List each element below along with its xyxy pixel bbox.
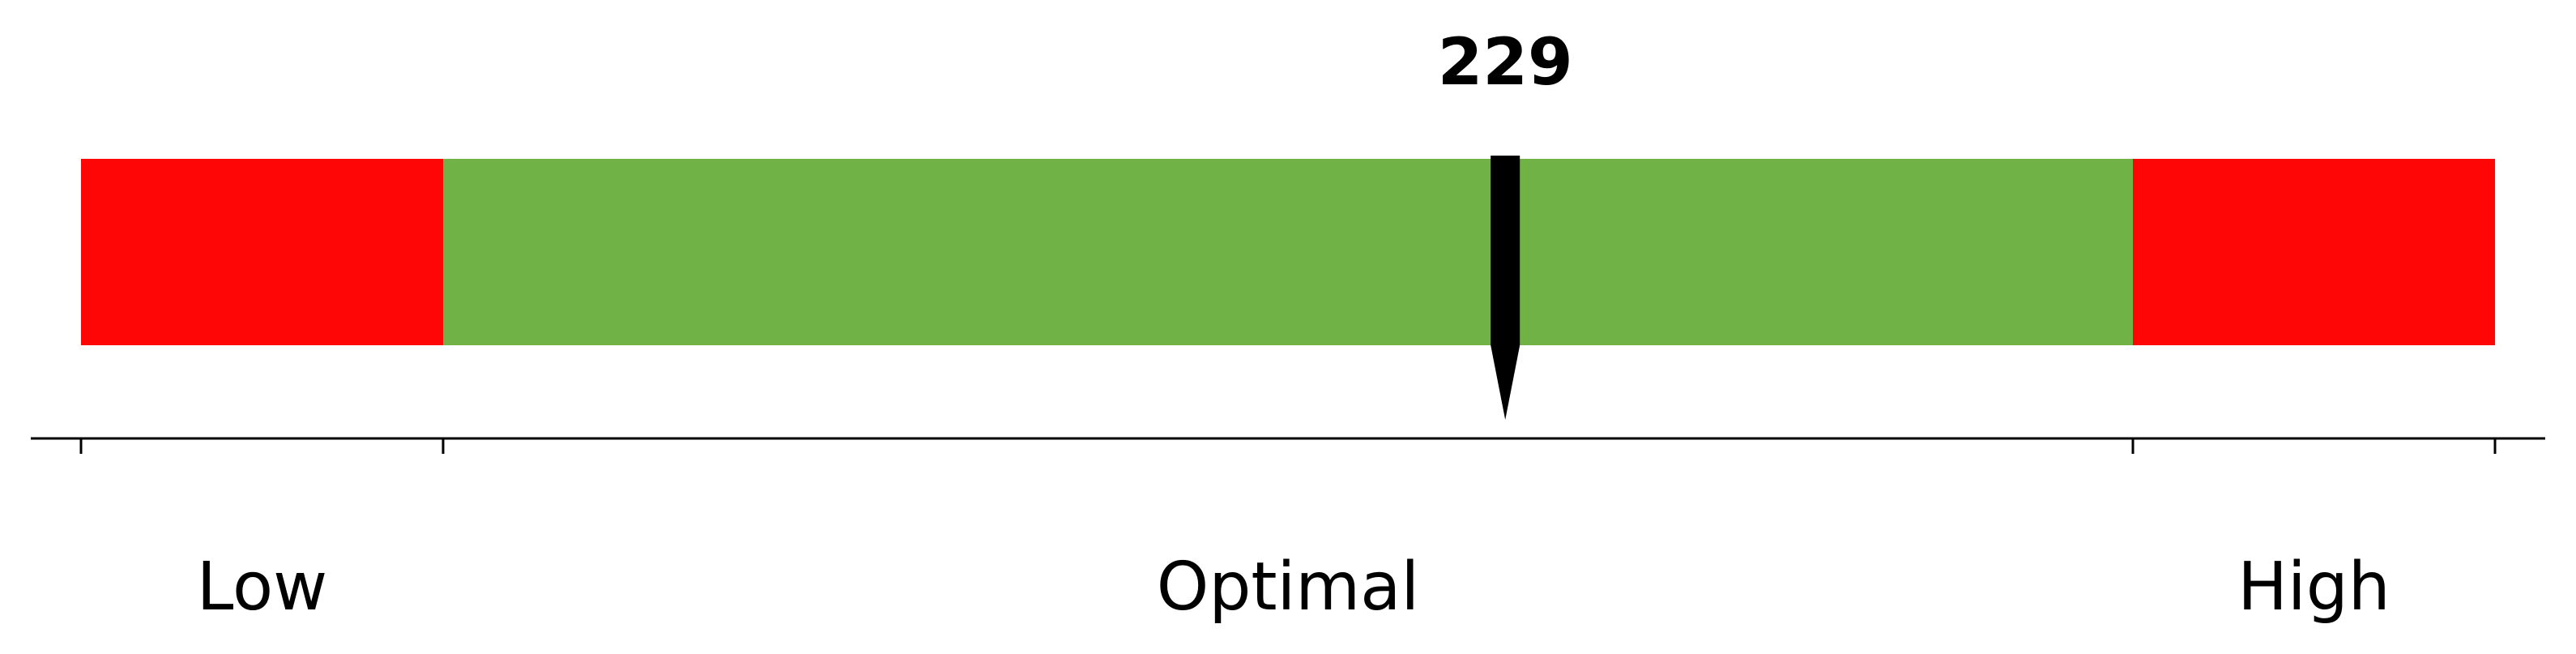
- ticks-layer: [79, 438, 2497, 454]
- zone-label-low: Low: [197, 549, 327, 626]
- value-marker: [1491, 156, 1520, 420]
- zone-label-optimal: Optimal: [1157, 549, 1419, 626]
- zone-low: [81, 159, 443, 345]
- marker-pointer: [1491, 345, 1520, 420]
- zone-optimal: [443, 159, 2133, 345]
- zone-labels-layer: Low Optimal High: [197, 549, 2390, 626]
- zone-high: [2133, 159, 2495, 345]
- zones-layer: [81, 159, 2495, 345]
- value-label: 229: [1438, 24, 1573, 100]
- marker-body: [1491, 156, 1520, 345]
- zone-label-high: High: [2237, 549, 2390, 626]
